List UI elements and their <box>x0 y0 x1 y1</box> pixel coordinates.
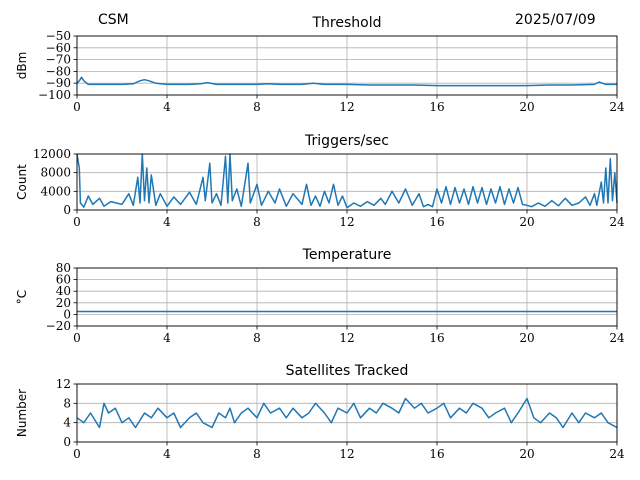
x-tick-label: 4 <box>163 447 171 461</box>
x-tick-label: 20 <box>519 100 534 114</box>
y-tick-label: 20 <box>56 296 71 310</box>
x-tick-label: 0 <box>73 100 81 114</box>
x-tick-label: 16 <box>429 447 444 461</box>
y-tick-label: 12000 <box>33 147 71 161</box>
x-tick-label: 24 <box>609 447 625 461</box>
x-tick-label: 8 <box>253 100 261 114</box>
x-tick-label: 12 <box>339 100 354 114</box>
chart-title-1: Threshold <box>312 15 382 31</box>
x-tick-label: 20 <box>519 331 534 345</box>
x-tick-label: 24 <box>609 100 625 114</box>
y-tick-label: 8000 <box>40 166 71 180</box>
y-tick-label: −80 <box>46 64 71 78</box>
x-tick-label: 16 <box>429 215 444 229</box>
y-axis-label-1: dBm <box>15 52 29 80</box>
y-tick-label: −90 <box>46 76 71 90</box>
header-station-label: CSM <box>98 12 129 28</box>
y-tick-label: 0 <box>63 435 71 449</box>
series-line-2 <box>76 153 618 209</box>
y-tick-label: 8 <box>63 396 71 410</box>
x-tick-label: 12 <box>339 447 354 461</box>
y-tick-label: −50 <box>46 29 71 43</box>
y-tick-label: 12 <box>56 377 71 391</box>
y-tick-label: −100 <box>38 88 71 102</box>
y-tick-label: 80 <box>56 261 71 275</box>
x-tick-label: 12 <box>339 215 354 229</box>
x-tick-label: 20 <box>519 447 534 461</box>
series-line-1 <box>76 76 617 87</box>
y-tick-label: 0 <box>63 203 71 217</box>
chart-title-2: Triggers/sec <box>304 133 389 149</box>
y-tick-label: 4 <box>63 416 71 430</box>
series-line-4 <box>76 397 618 429</box>
x-tick-label: 20 <box>519 215 534 229</box>
x-tick-label: 0 <box>73 447 81 461</box>
x-tick-label: 4 <box>163 215 171 229</box>
y-tick-label: 4000 <box>40 184 71 198</box>
x-tick-label: 8 <box>253 215 261 229</box>
y-tick-label: 60 <box>56 273 71 287</box>
x-tick-label: 0 <box>73 331 81 345</box>
x-tick-label: 16 <box>429 331 444 345</box>
y-tick-label: −70 <box>46 53 71 67</box>
x-tick-label: 16 <box>429 100 444 114</box>
x-tick-label: 4 <box>163 100 171 114</box>
y-tick-label: −60 <box>46 41 71 55</box>
y-tick-label: −20 <box>46 319 71 333</box>
y-axis-label-2: Count <box>15 164 29 200</box>
y-axis-label-3: °C <box>15 290 29 304</box>
x-tick-label: 24 <box>609 331 625 345</box>
header-date-label: 2025/07/09 <box>515 12 596 28</box>
x-tick-label: 24 <box>609 215 625 229</box>
x-tick-label: 8 <box>253 447 261 461</box>
x-tick-label: 12 <box>339 331 354 345</box>
y-tick-label: 40 <box>56 284 71 298</box>
x-tick-label: 4 <box>163 331 171 345</box>
chart-title-4: Satellites Tracked <box>286 363 409 379</box>
x-tick-label: 0 <box>73 215 81 229</box>
x-tick-label: 8 <box>253 331 261 345</box>
y-tick-label: 0 <box>63 307 71 321</box>
chart-title-3: Temperature <box>302 247 392 263</box>
y-axis-label-4: Number <box>15 389 29 437</box>
